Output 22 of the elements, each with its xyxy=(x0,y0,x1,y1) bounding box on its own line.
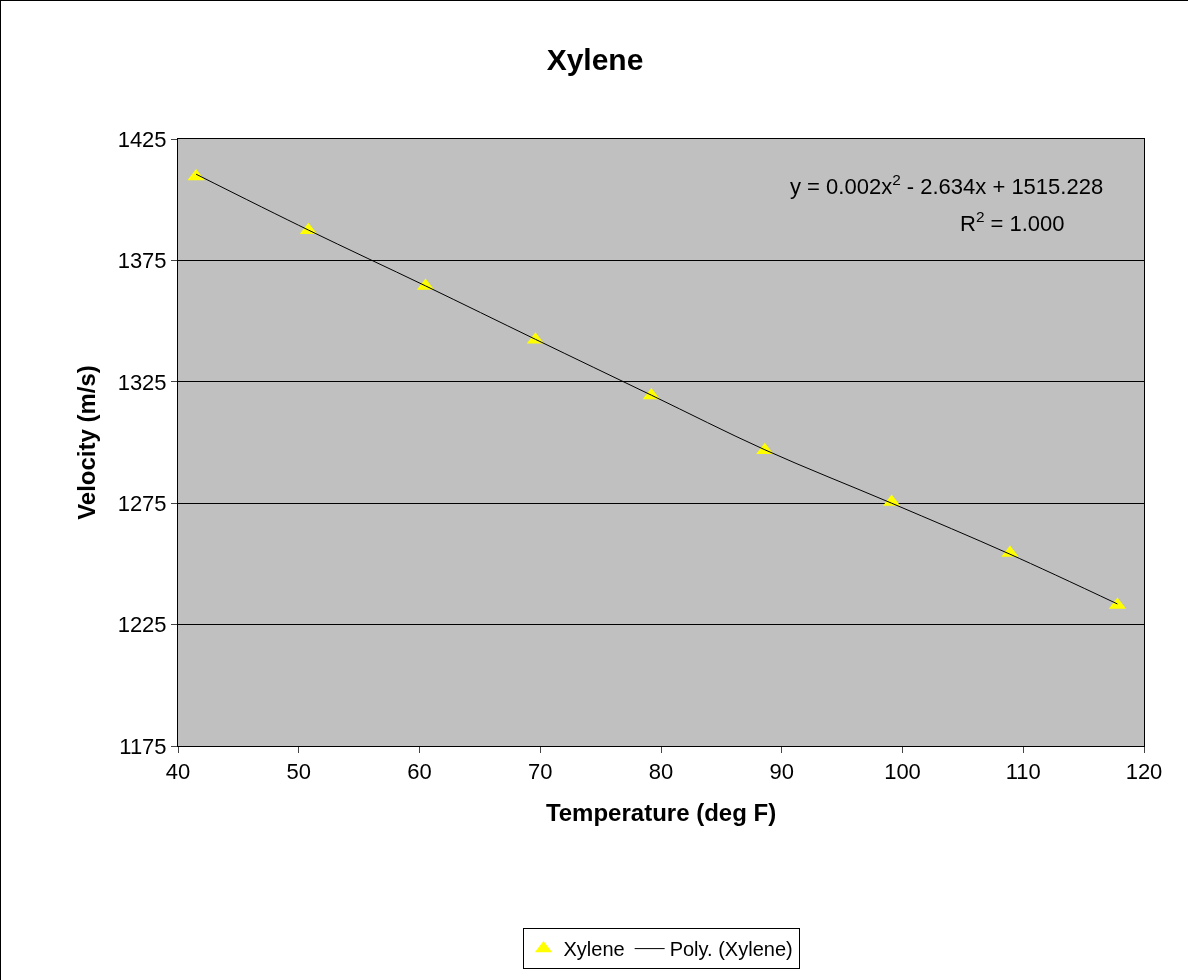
legend-label: Xylene xyxy=(563,938,625,961)
x-tick-label: 90 xyxy=(769,759,794,785)
x-tick-label: 50 xyxy=(286,759,311,785)
x-tick-label: 40 xyxy=(165,759,191,785)
x-axis-title: Temperature (deg F) xyxy=(545,798,777,826)
x-tick-label: 100 xyxy=(884,759,921,785)
x-tick-label: 60 xyxy=(407,759,432,785)
y-tick-label: 1225 xyxy=(117,612,167,638)
legend-label: Poly. (Xylene) xyxy=(669,938,793,961)
y-tick-label: 1175 xyxy=(119,733,167,759)
x-tick-label: 110 xyxy=(1005,759,1041,785)
annotation: y = 0.002x$^{2}$ - 2.634x + 1515.228 xyxy=(790,171,1104,200)
chart-title: Xylene xyxy=(546,43,644,77)
x-tick-label: 70 xyxy=(528,759,553,785)
y-tick-label: 1325 xyxy=(117,369,167,395)
x-tick-label: 120 xyxy=(1125,759,1163,785)
y-tick-label: 1375 xyxy=(117,248,167,274)
y-tick-label: 1275 xyxy=(117,490,167,516)
annotation: R$^{2}$ = 1.000 xyxy=(960,208,1065,237)
y-axis-title: Velocity (m/s) xyxy=(72,365,100,520)
x-tick-label: 80 xyxy=(648,759,674,785)
y-tick-label: 1425 xyxy=(117,126,167,152)
